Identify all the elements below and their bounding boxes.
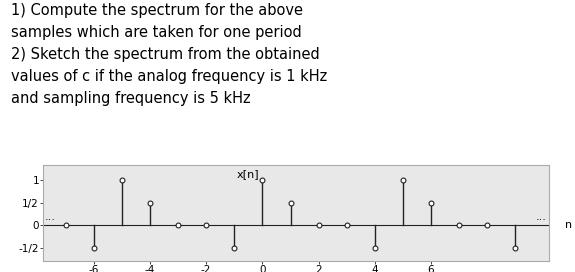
Text: n: n xyxy=(565,220,572,230)
Text: x[n]: x[n] xyxy=(237,169,260,180)
Text: samples which are taken for one period: samples which are taken for one period xyxy=(12,25,302,40)
Text: values of c if the analog frequency is 1 kHz: values of c if the analog frequency is 1… xyxy=(12,69,328,84)
Text: 2) Sketch the spectrum from the obtained: 2) Sketch the spectrum from the obtained xyxy=(12,47,320,62)
Text: ...: ... xyxy=(44,212,55,222)
Text: and sampling frequency is 5 kHz: and sampling frequency is 5 kHz xyxy=(12,91,251,106)
Text: 1) Compute the spectrum for the above: 1) Compute the spectrum for the above xyxy=(12,3,304,18)
Text: ...: ... xyxy=(535,212,546,222)
